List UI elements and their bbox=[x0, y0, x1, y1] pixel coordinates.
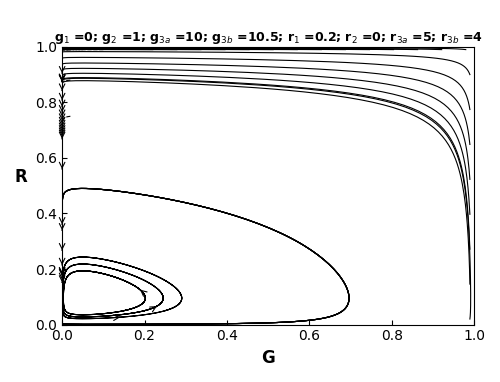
Title: g$_1$ =0; g$_2$ =1; g$_{3a}$ =10; g$_{3b}$ =10.5; r$_1$ =0.2; r$_2$ =0; r$_{3a}$: g$_1$ =0; g$_2$ =1; g$_{3a}$ =10; g$_{3b… bbox=[54, 30, 482, 46]
X-axis label: G: G bbox=[261, 349, 275, 367]
Y-axis label: R: R bbox=[15, 168, 28, 186]
